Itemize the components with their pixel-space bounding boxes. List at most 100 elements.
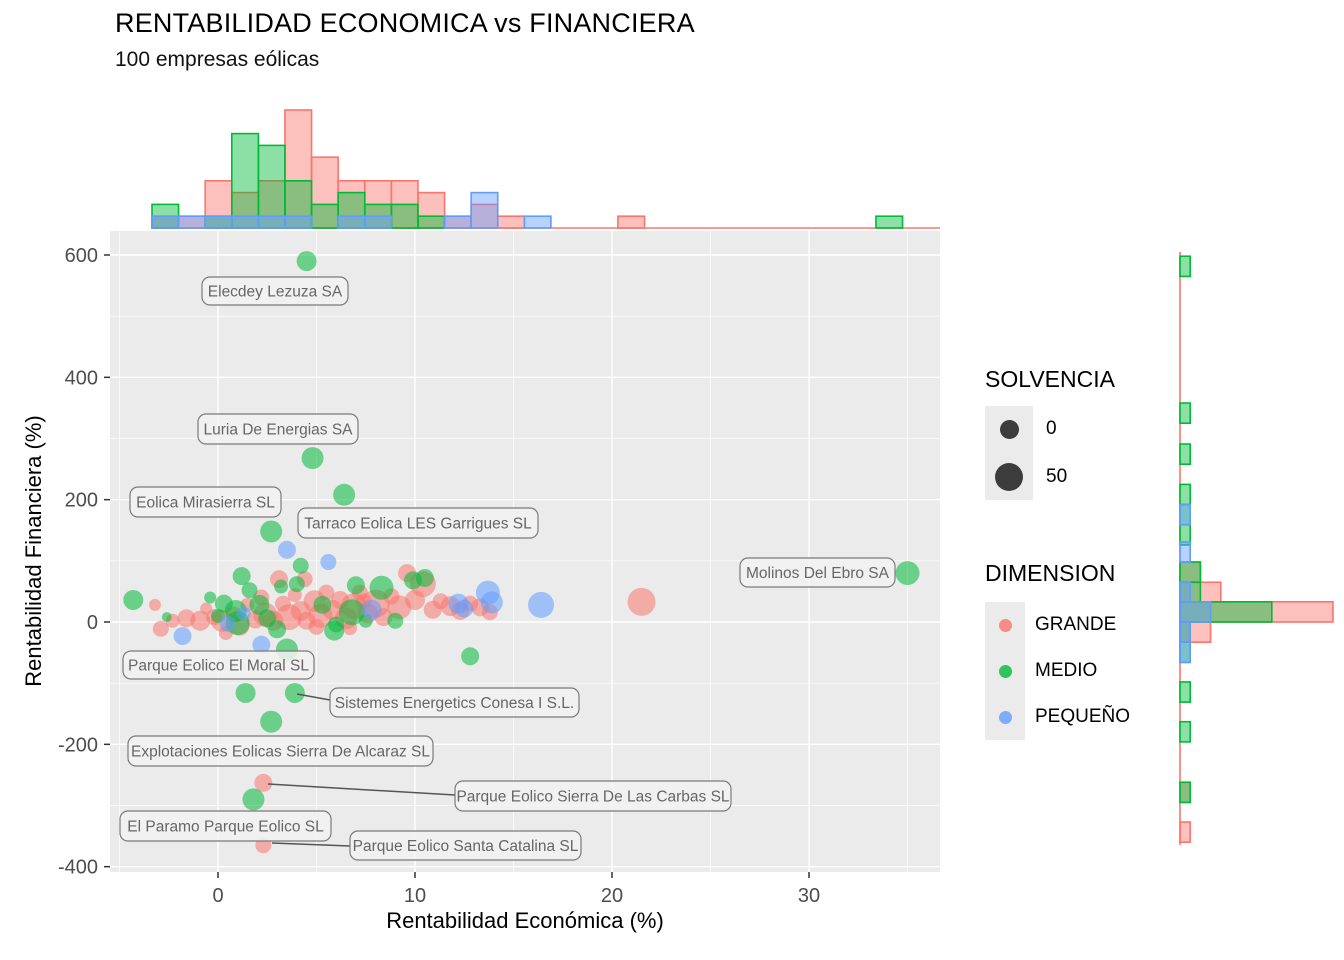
- color-swatch-pequeno: [998, 710, 1012, 724]
- legend-dimension-title: DIMENSION: [985, 560, 1116, 586]
- scatter-point: [308, 618, 325, 635]
- legend-dimension-key-grande: [985, 602, 1025, 648]
- right-histogram-bar: [1179, 821, 1191, 844]
- annotation-label: Parque Eolico Santa Catalina SL: [353, 838, 579, 855]
- scatter-point: [161, 612, 172, 623]
- right-histogram-bar: [1179, 402, 1191, 425]
- scatter-point: [333, 483, 356, 506]
- right-histogram-bar: [1179, 681, 1191, 703]
- color-swatch-medio: [998, 664, 1012, 678]
- legend-dimension-key-medio: [985, 648, 1025, 694]
- legend-solvencia-title: SOLVENCIA: [985, 366, 1115, 392]
- scatter-point: [455, 599, 474, 618]
- y-tick-label: -400: [58, 857, 98, 879]
- scatter-point: [404, 571, 423, 590]
- scatter-point: [361, 599, 382, 620]
- y-tick-label: 200: [65, 490, 98, 512]
- annotation-box: [329, 687, 580, 718]
- scatter-point: [301, 447, 324, 470]
- right-histogram-bar: [1179, 541, 1191, 563]
- annotation-box: [349, 830, 582, 861]
- annotation-box: [454, 780, 732, 812]
- top-histogram-bar: [417, 215, 446, 229]
- annotation-box: [201, 276, 349, 306]
- top-histogram-bar: [284, 215, 313, 229]
- y-axis-title: Rentabilidad Financiera (%): [21, 415, 46, 687]
- scatter-point: [369, 575, 394, 600]
- top-histogram-bar: [204, 215, 233, 229]
- scatter-point: [296, 251, 317, 272]
- annotation-label: Explotaciones Eolicas Sierra De Alcaraz …: [131, 744, 430, 761]
- annotation-label: Molinos Del Ebro SA: [746, 565, 890, 582]
- annotation-box: [119, 810, 332, 842]
- right-histogram-bar: [1179, 621, 1191, 643]
- right-histogram-bar: [1179, 601, 1212, 623]
- scatter-point: [260, 710, 283, 733]
- scatter-point: [387, 612, 404, 629]
- top-histogram-bar: [230, 191, 260, 229]
- right-histogram-bar: [1179, 443, 1191, 465]
- scatter-point: [190, 610, 211, 631]
- annotation-label: Sistemes Energetics Conesa I S.L.: [335, 695, 575, 712]
- top-histogram-bar: [390, 203, 419, 229]
- color-swatch-grande: [998, 618, 1012, 632]
- scatter-point: [236, 606, 251, 621]
- annotation-box: [297, 507, 539, 539]
- annotation-label: Eolica Mirasierra SL: [136, 495, 275, 512]
- scatter-point: [204, 591, 217, 604]
- annotation-label: Parque Eolico El Moral SL: [128, 658, 309, 675]
- right-histogram-bar: [1179, 581, 1191, 603]
- top-histogram-bar: [470, 191, 499, 229]
- x-tick-label: 0: [212, 885, 223, 907]
- scatter-point: [242, 788, 265, 811]
- annotation-leader: [267, 783, 456, 796]
- scatter-point: [123, 589, 144, 610]
- top-histogram-bar: [337, 215, 366, 229]
- y-tick-label: 0: [87, 612, 98, 634]
- scatter-point: [241, 582, 258, 599]
- scatter-point: [288, 576, 305, 593]
- chart-subtitle: 100 empresas eólicas: [115, 48, 320, 71]
- annotation-box: [129, 486, 282, 518]
- legend-dimension-label-grande: GRANDE: [1035, 614, 1117, 635]
- scatter-point: [528, 591, 555, 618]
- top-histogram-bar: [337, 191, 366, 229]
- size-swatch-small: [999, 420, 1019, 439]
- legend-dimension-label-medio: MEDIO: [1035, 660, 1098, 681]
- scatter-point: [320, 554, 337, 571]
- y-tick-label: 400: [65, 367, 98, 389]
- annotation-label: Parque Eolico Sierra De Las Carbas SL: [456, 789, 729, 806]
- annotation-box: [739, 557, 896, 588]
- top-histogram-bar: [617, 215, 646, 229]
- scatter-point: [324, 620, 345, 641]
- scatter-point: [252, 635, 271, 654]
- right-histogram-bar: [1179, 720, 1191, 743]
- top-histogram-bar: [177, 215, 206, 229]
- x-axis-title: Rentabilidad Económica (%): [386, 908, 664, 933]
- legend-solvencia-label-1: 50: [1046, 466, 1068, 487]
- annotation-label: Tarraco Eolica LES Garrigues SL: [304, 516, 532, 533]
- annotation-box: [122, 650, 315, 680]
- scatter-point: [274, 579, 289, 594]
- top-histogram-bar: [151, 215, 180, 229]
- scatter-point: [461, 647, 480, 666]
- scatter-point: [627, 587, 656, 616]
- scatter-point: [895, 561, 920, 586]
- legend-solvencia-key-0: [985, 406, 1033, 453]
- top-histogram-bar: [443, 215, 472, 229]
- scatter-point: [173, 627, 192, 646]
- annotation-label: Elecdey Lezuza SA: [208, 284, 343, 301]
- y-tick-label: 600: [65, 245, 98, 267]
- annotation-leader: [296, 693, 331, 701]
- scatter-point: [235, 682, 256, 703]
- top-histogram-bar: [230, 132, 260, 229]
- scatter-point: [254, 773, 273, 792]
- scatter-point: [292, 557, 309, 574]
- right-histogram-bar: [1179, 483, 1191, 506]
- x-tick-label: 20: [601, 885, 623, 907]
- legend-solvencia-label-0: 0: [1046, 418, 1057, 439]
- right-histogram-bar: [1179, 503, 1191, 526]
- right-histogram-bar: [1179, 561, 1202, 584]
